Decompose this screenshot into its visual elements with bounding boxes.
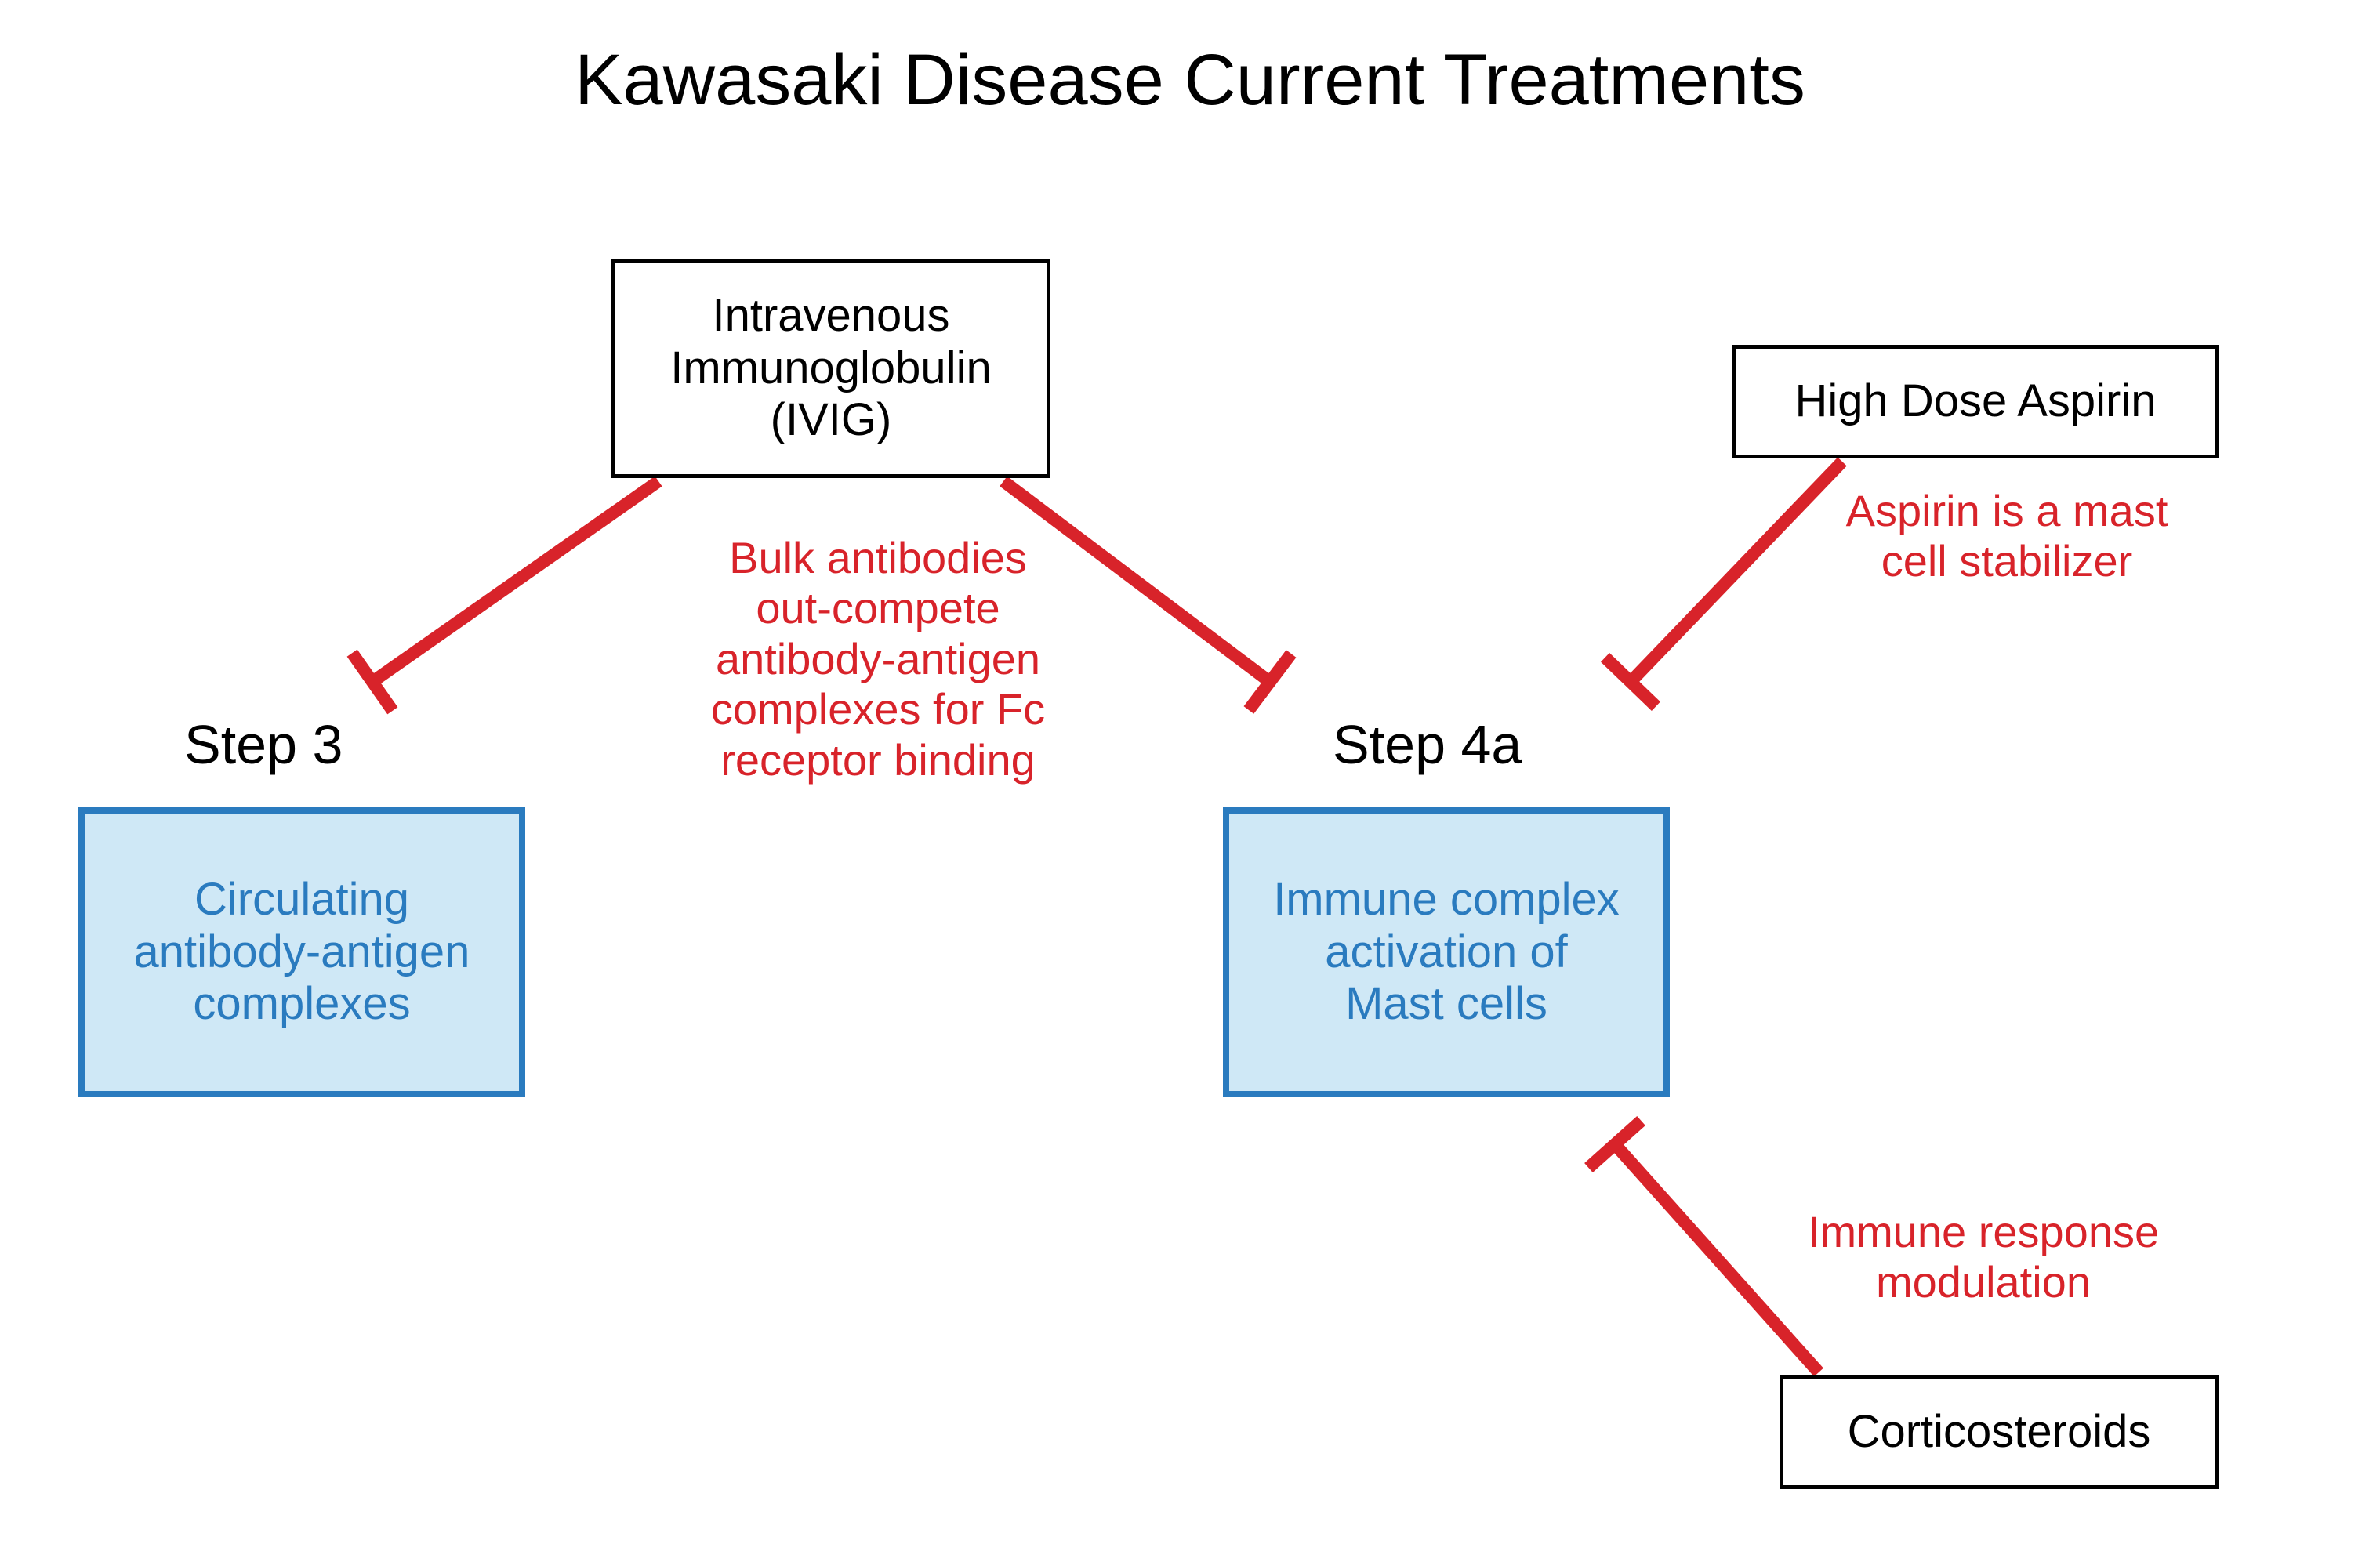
node-step3: Circulatingantibody-antigencomplexes [78, 807, 525, 1097]
annotation-cortico: Immune responsemodulation [1748, 1207, 2219, 1332]
diagram-title: Kawasaki Disease Current Treatments [406, 39, 1974, 133]
diagram-canvas: Kawasaki Disease Current Treatments Intr… [0, 0, 2380, 1562]
node-step4a: Immune complexactivation ofMast cells [1223, 807, 1670, 1097]
step-label-4a: Step 4a [1333, 713, 1522, 776]
annotation-ivig: Bulk antibodiesout-competeantibody-antig… [651, 533, 1105, 831]
edge-ivig-to-step3 [352, 481, 658, 711]
node-corticosteroids: Corticosteroids [1780, 1375, 2219, 1489]
annotation-aspirin: Aspirin is a mastcell stabilizer [1787, 486, 2226, 611]
node-ivig: IntravenousImmunoglobulin(IVIG) [611, 259, 1050, 478]
step-label-3: Step 3 [184, 713, 343, 776]
node-aspirin: High Dose Aspirin [1732, 345, 2219, 458]
